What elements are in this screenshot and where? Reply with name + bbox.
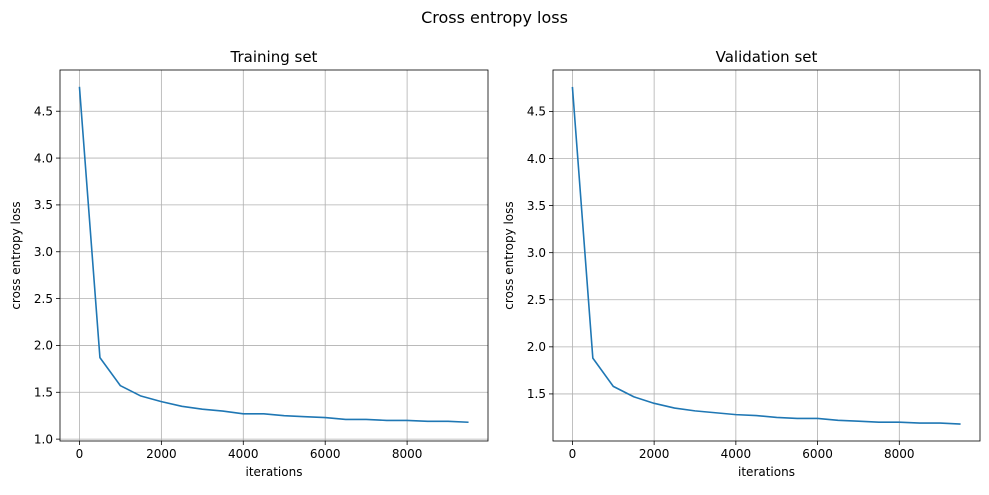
validation-set-axes-frame — [552, 69, 981, 442]
figure-title: Cross entropy loss — [421, 8, 568, 27]
validation-set-y-tick-label: 2.5 — [527, 293, 546, 307]
training-set-x-tick-label: 8000 — [392, 447, 423, 461]
validation-set-x-tick-label: 4000 — [721, 447, 752, 461]
training-set-y-tick-label: 4.5 — [34, 105, 53, 119]
validation-set-y-tick-label: 4.0 — [527, 152, 546, 166]
training-set-y-axis-label: cross entropy loss — [9, 201, 23, 309]
validation-set-title: Validation set — [716, 48, 818, 66]
validation-set-y-tick-label: 3.0 — [527, 246, 546, 260]
training-set-y-tick-label: 2.5 — [34, 292, 53, 306]
training-set-x-axis-label: iterations — [246, 465, 303, 479]
validation-set-x-tick-label: 8000 — [884, 447, 915, 461]
training-set-y-tick-label: 4.0 — [34, 151, 53, 165]
validation-set-x-axis-label: iterations — [738, 465, 795, 479]
training-set-loss-line — [78, 86, 469, 424]
validation-set-x-tick-label: 6000 — [802, 447, 833, 461]
validation-set-x-tick-label: 0 — [569, 447, 577, 461]
validation-set-loss-line — [571, 86, 961, 425]
validation-set-x-tick-label: 2000 — [639, 447, 670, 461]
validation-set-y-tick-label: 2.0 — [527, 340, 546, 354]
training-set-y-tick-label: 2.0 — [34, 339, 53, 353]
training-set-y-tick-label: 3.5 — [34, 198, 53, 212]
validation-set-y-tick-label: 1.5 — [527, 387, 546, 401]
training-set-x-tick-label: 6000 — [310, 447, 341, 461]
training-set-y-tick-label: 1.5 — [34, 386, 53, 400]
training-set-x-tick-label: 0 — [76, 447, 84, 461]
training-set-axes-frame — [59, 69, 489, 442]
validation-set-chart: 0 2000 4000 6000 8000 1.5 2.0 2.5 3.0 3.5 4.0 4.5 Va… — [502, 48, 981, 479]
validation-set-y-axis-label: cross entropy loss — [502, 201, 516, 309]
training-set-title: Training set — [230, 48, 318, 66]
training-set-y-tick-label: 3.0 — [34, 245, 53, 259]
training-set-x-tick-label: 2000 — [146, 447, 177, 461]
training-set-chart: 0 2000 4000 6000 8000 1.0 1.5 2.0 2.5 3.0 3.5 4.0 4.… — [9, 48, 489, 479]
validation-set-y-tick-label: 4.5 — [527, 105, 546, 119]
training-set-x-tick-label: 4000 — [228, 447, 259, 461]
training-set-y-tick-label: 1.0 — [34, 432, 53, 446]
validation-set-y-tick-label: 3.5 — [527, 199, 546, 213]
